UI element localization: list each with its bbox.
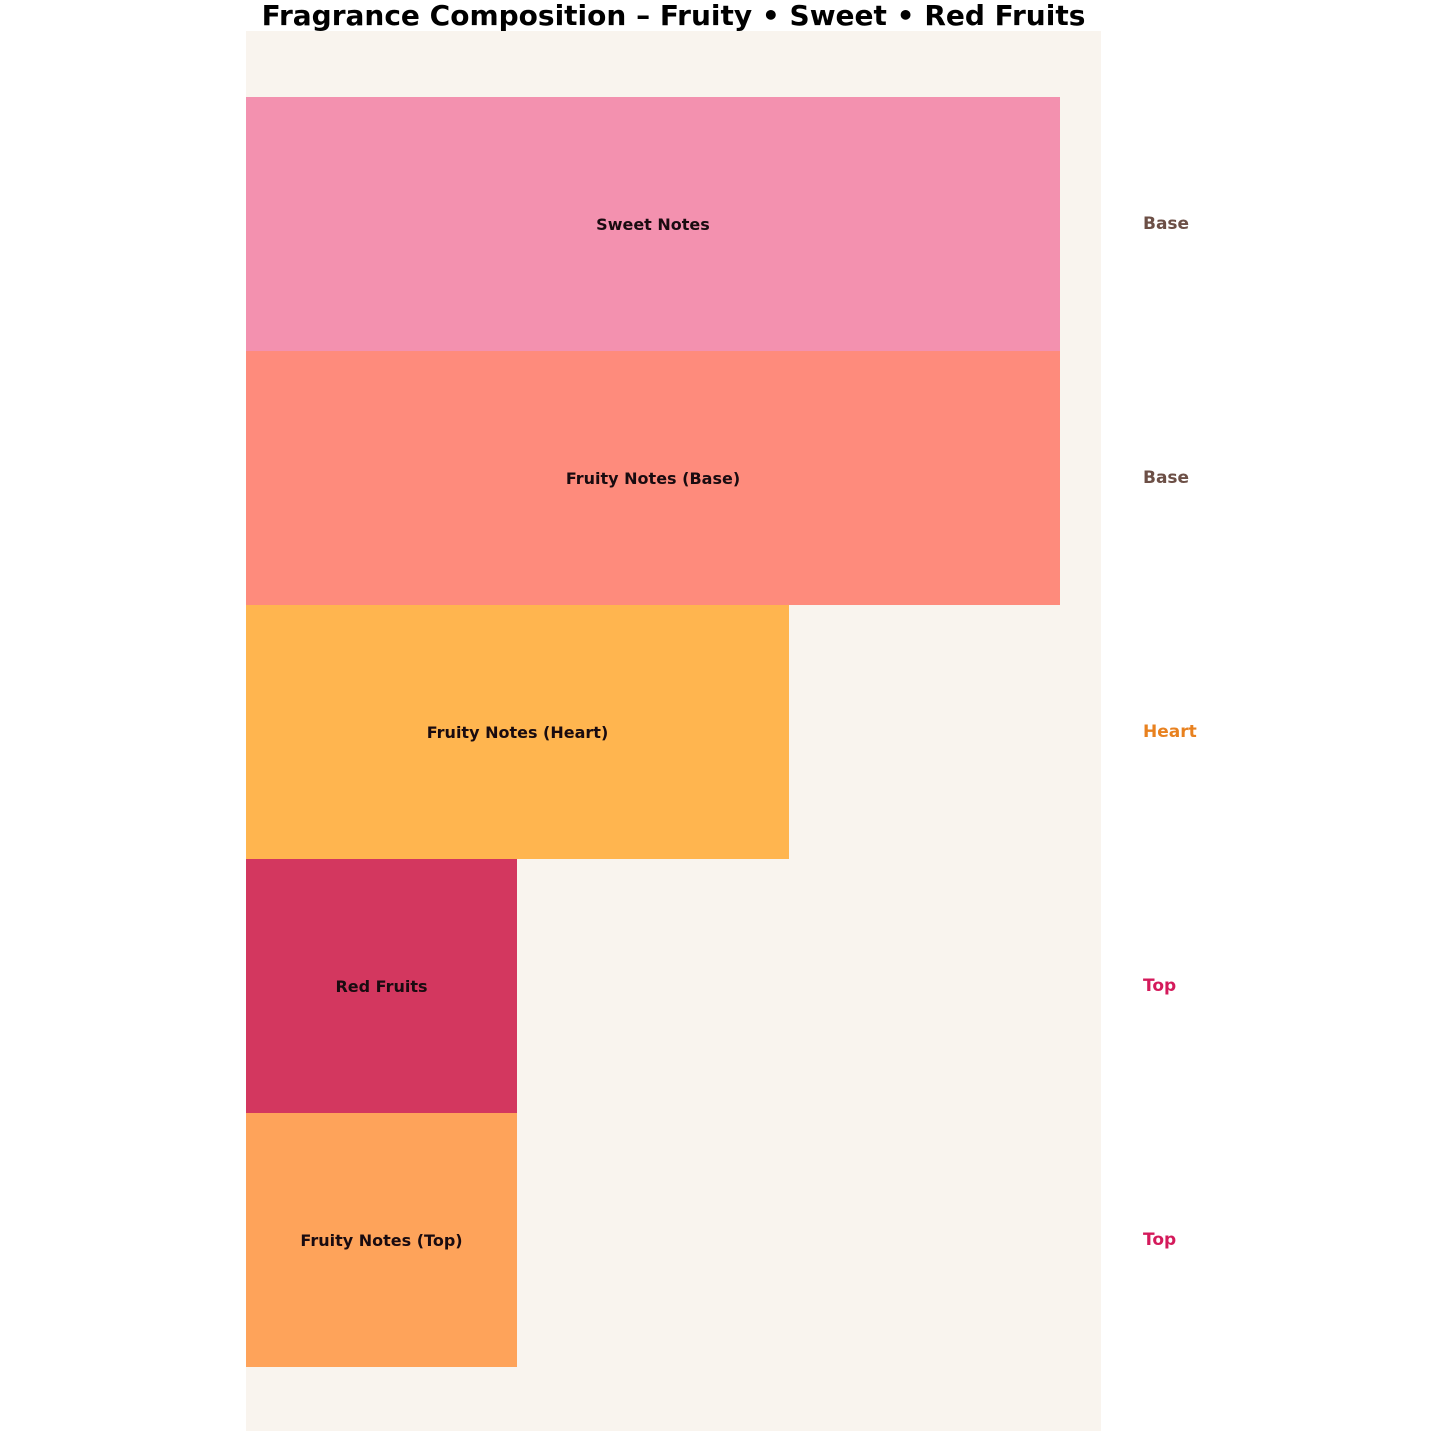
bar-label-fruity-notes-top: Fruity Notes (Top) xyxy=(300,1230,463,1250)
bar-fruity-notes-heart: Fruity Notes (Heart) xyxy=(246,605,789,859)
bar-label-fruity-notes-base: Fruity Notes (Base) xyxy=(565,468,741,488)
bar-label-fruity-notes-heart: Fruity Notes (Heart) xyxy=(426,722,609,742)
bar-label-red-fruits: Red Fruits xyxy=(335,976,428,996)
bar-red-fruits: Red Fruits xyxy=(246,859,517,1113)
phase-label-base-1: Base xyxy=(1143,468,1190,488)
bar-sweet-notes: Sweet Notes xyxy=(246,97,1060,351)
phase-label-base-0: Base xyxy=(1143,214,1190,234)
phase-label-top-4: Top xyxy=(1143,1230,1177,1250)
chart-title: Fragrance Composition – Fruity • Sweet •… xyxy=(261,0,1086,32)
phase-label-heart-2: Heart xyxy=(1143,722,1197,742)
bar-label-sweet-notes: Sweet Notes xyxy=(596,214,710,234)
bar-fruity-notes-base: Fruity Notes (Base) xyxy=(246,351,1060,605)
phase-label-top-3: Top xyxy=(1143,976,1177,996)
bar-fruity-notes-top: Fruity Notes (Top) xyxy=(246,1113,517,1367)
plot-area: Sweet Notes Fruity Notes (Base) Fruity Not… xyxy=(246,31,1101,1431)
